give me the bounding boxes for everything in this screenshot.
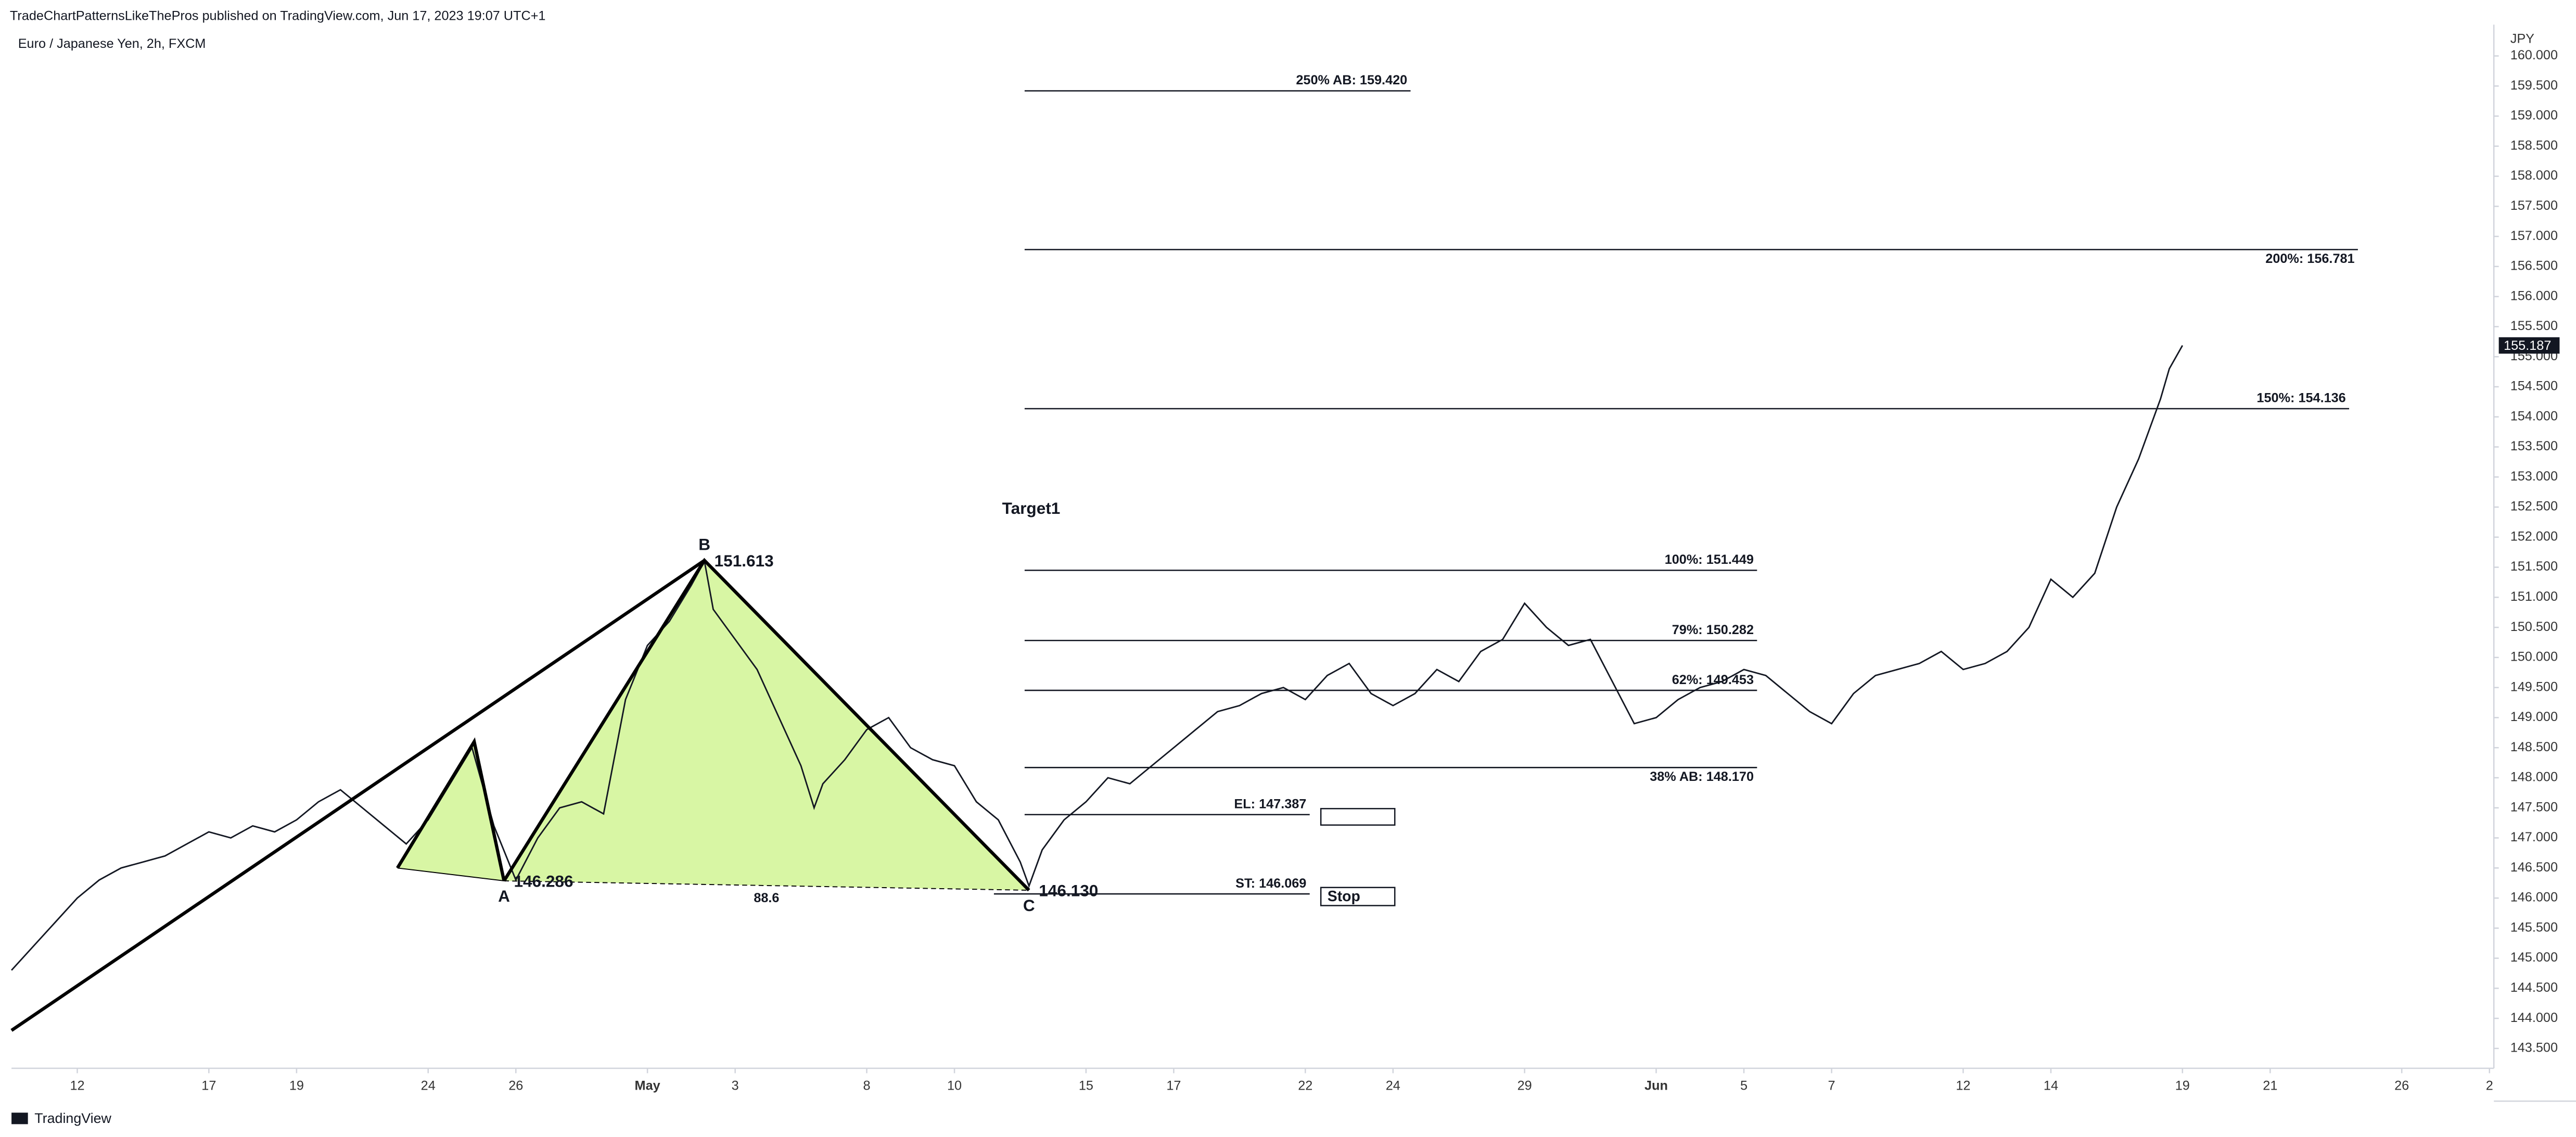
x-tick-label: 24 [421,1078,436,1093]
x-tick-label: 14 [2044,1078,2058,1093]
price-line [11,345,2184,971]
level-label: 62%: 149.453 [1672,673,1754,687]
pattern-point-value: 146.130 [1039,881,1098,900]
pattern-point-value: 151.613 [715,551,774,570]
x-tick-label: 21 [2263,1078,2277,1093]
pattern-point-label: A [498,887,510,905]
y-tick-label: 149.000 [2510,710,2558,724]
y-tick-label: 148.500 [2510,740,2558,754]
x-tick-label: 19 [2175,1078,2190,1093]
y-tick-label: 143.500 [2510,1041,2558,1055]
level-label: ST: 146.069 [1235,876,1306,891]
x-tick-label: 8 [863,1078,870,1093]
pattern-base [397,867,504,881]
pattern-triangle-small [397,741,504,881]
y-tick-label: 156.500 [2510,259,2558,273]
y-tick-label: 154.000 [2510,409,2558,423]
y-tick-label: 152.500 [2510,499,2558,514]
y-tick-label: 144.500 [2510,980,2558,995]
pattern-ratio-label: 88.6 [754,891,779,905]
symbol-title: Euro / Japanese Yen, 2h, FXCM [18,36,206,51]
x-tick-label: 26 [2394,1078,2409,1093]
y-tick-label: 155.500 [2510,319,2558,333]
x-tick-label: 15 [1079,1078,1093,1093]
y-tick-label: 156.000 [2510,288,2558,303]
target-annotation: Target1 [1002,499,1061,517]
x-tick-label: 24 [1386,1078,1400,1093]
x-tick-label: 22 [1298,1078,1312,1093]
x-tick-label: 26 [508,1078,523,1093]
entry-box [1320,807,1396,826]
x-tick-label: 12 [70,1078,84,1093]
y-tick-label: 150.500 [2510,620,2558,634]
level-label: 38% AB: 148.170 [1650,769,1754,784]
level-label: 200%: 156.781 [2265,251,2354,266]
level-label: 100%: 151.449 [1665,552,1754,567]
y-tick-label: 145.500 [2510,920,2558,934]
level-label: EL: 147.387 [1234,797,1306,812]
y-tick-label: 144.000 [2510,1010,2558,1025]
y-tick-label: 148.000 [2510,770,2558,785]
y-tick-label: 149.500 [2510,679,2558,694]
x-tick-label: 12 [1956,1078,1970,1093]
level-label: 150%: 154.136 [2256,391,2345,406]
last-price-badge [2498,337,2560,354]
x-tick-label: 3 [732,1078,739,1093]
last-price-label: 155.187 [2504,338,2551,353]
x-tick-label: 10 [947,1078,962,1093]
brand-name: TradingView [34,1110,111,1126]
pattern-leg [10,559,706,1032]
y-tick-label: 154.500 [2510,379,2558,394]
logo-mark [11,1113,28,1125]
level-label: 79%: 150.282 [1672,623,1754,637]
y-tick-label: 159.000 [2510,108,2558,123]
y-tick-label: 159.500 [2510,78,2558,93]
pattern-point-value: 146.286 [514,871,573,890]
y-tick-label: 147.000 [2510,830,2558,844]
y-tick-label: 151.500 [2510,559,2558,574]
y-tick-label: 152.000 [2510,529,2558,544]
x-tick-label: 2 [2486,1078,2493,1093]
y-tick-label: 153.000 [2510,469,2558,484]
x-tick-label: 29 [1517,1078,1532,1093]
y-tick-label: 150.000 [2510,650,2558,664]
x-tick-label: 17 [1166,1078,1181,1093]
stop-tag: Stop [1328,888,1360,905]
x-tick-label: 19 [289,1078,304,1093]
pattern-leg [502,558,1030,892]
stop-box [1320,887,1396,906]
y-tick-label: 157.500 [2510,198,2558,213]
pattern-triangle-main [504,560,1029,891]
y-tick-label: 153.500 [2510,439,2558,453]
currency-label: JPY [2510,31,2534,46]
pattern-point-label: B [698,535,710,553]
brand-logo: TradingView [11,1110,112,1126]
x-tick-label: 7 [1828,1078,1835,1093]
pattern-ratio-line [504,880,1029,891]
level-label: 250% AB: 159.420 [1296,73,1407,87]
y-tick-label: 158.500 [2510,138,2558,153]
x-tick-label: 5 [1740,1078,1748,1093]
publisher-header: TradeChartPatternsLikeThePros published … [10,8,546,23]
y-tick-label: 146.500 [2510,860,2558,875]
y-tick-label: 160.000 [2510,48,2558,62]
x-tick-label: Jun [1644,1078,1668,1093]
pattern-point-label: C [1023,896,1035,915]
y-tick-label: 146.000 [2510,890,2558,905]
x-tick-label: 17 [201,1078,216,1093]
y-tick-label: 158.000 [2510,168,2558,183]
y-tick-label: 151.000 [2510,589,2558,604]
y-tick-label: 147.500 [2510,800,2558,814]
y-tick-label: 145.000 [2510,950,2558,965]
y-tick-label: 157.000 [2510,229,2558,243]
pattern-leg [396,737,506,881]
x-tick-label: May [635,1078,660,1093]
